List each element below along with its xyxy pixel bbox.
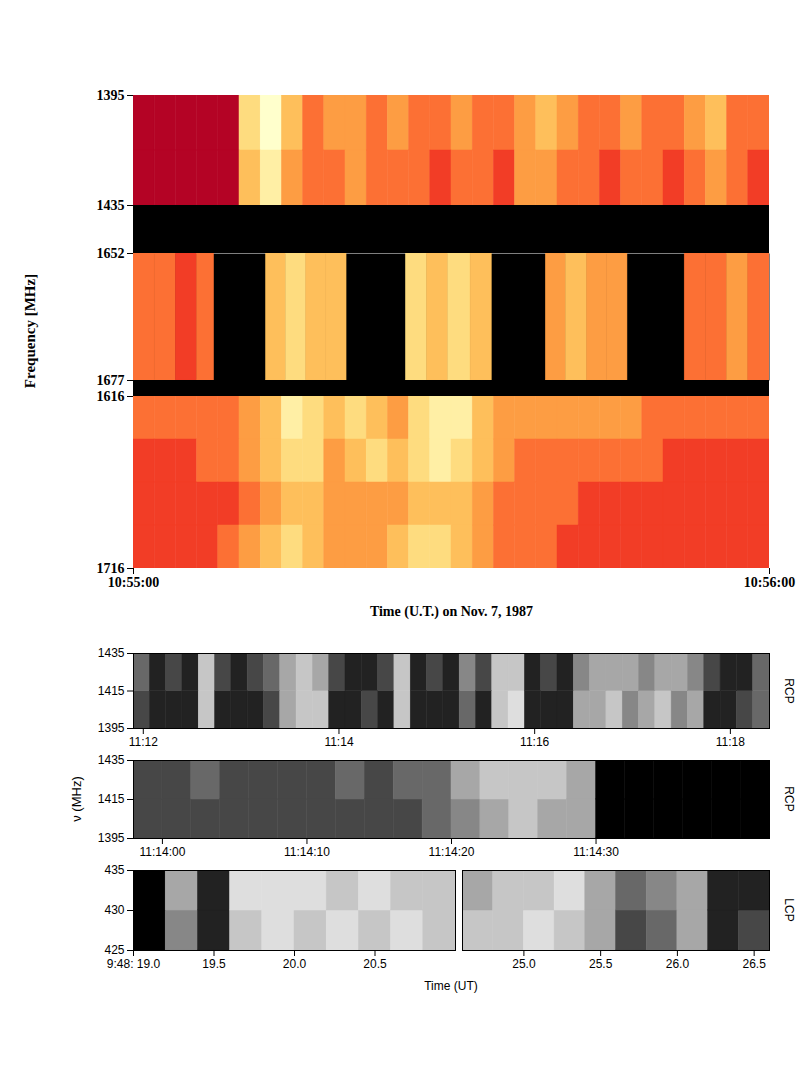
svg-text:10:55:00: 10:55:00 (108, 575, 159, 590)
html-text:ν (MHz): ν (MHz) (68, 776, 84, 822)
html-text:Frequency [MHz]: Frequency [MHz] (21, 273, 38, 389)
svg-text:25.0: 25.0 (512, 957, 536, 971)
svg-text:20.5: 20.5 (363, 957, 387, 971)
svg-text:11:14: 11:14 (324, 735, 353, 749)
svg-text:Time (U.T.) on Nov. 7, 1987: Time (U.T.) on Nov. 7, 1987 (370, 604, 533, 620)
svg-text:1435: 1435 (98, 646, 125, 660)
svg-text:11:14:00: 11:14:00 (139, 845, 185, 859)
svg-text:1435: 1435 (98, 753, 125, 767)
svg-text:1415: 1415 (98, 792, 125, 806)
svg-text:1677: 1677 (97, 373, 125, 388)
svg-text:1652: 1652 (97, 246, 125, 261)
svg-text:1395: 1395 (97, 88, 125, 103)
svg-text:1616: 1616 (97, 389, 125, 404)
svg-text:11:14:30: 11:14:30 (573, 845, 619, 859)
svg-text:1435: 1435 (97, 198, 125, 213)
svg-text:25.5: 25.5 (589, 957, 613, 971)
html-text:RCP: RCP (782, 786, 796, 812)
svg-text:11:18: 11:18 (716, 735, 745, 749)
svg-text:1415: 1415 (98, 684, 125, 698)
svg-text:26.0: 26.0 (666, 957, 690, 971)
svg-text:9:48: 19.0: 9:48: 19.0 (107, 957, 161, 971)
html-text:RCP: RCP (782, 677, 796, 704)
svg-text:430: 430 (104, 903, 124, 917)
html-text:Time (UT): Time (UT) (424, 979, 478, 993)
svg-text:11:14:10: 11:14:10 (284, 845, 330, 859)
svg-text:1395: 1395 (98, 721, 125, 735)
svg-text:20.0: 20.0 (283, 957, 307, 971)
html-text:LCP: LCP (782, 898, 796, 922)
svg-text:26.5: 26.5 (742, 957, 766, 971)
svg-text:425: 425 (104, 943, 124, 957)
svg-text:1395: 1395 (98, 831, 125, 845)
svg-text:19.5: 19.5 (202, 957, 226, 971)
svg-text:1716: 1716 (97, 561, 125, 576)
svg-text:11:14:20: 11:14:20 (429, 845, 475, 859)
svg-text:10:56:00: 10:56:00 (744, 575, 795, 590)
svg-text:11:12: 11:12 (129, 735, 158, 749)
svg-text:435: 435 (104, 863, 124, 877)
svg-text:11:16: 11:16 (520, 735, 549, 749)
